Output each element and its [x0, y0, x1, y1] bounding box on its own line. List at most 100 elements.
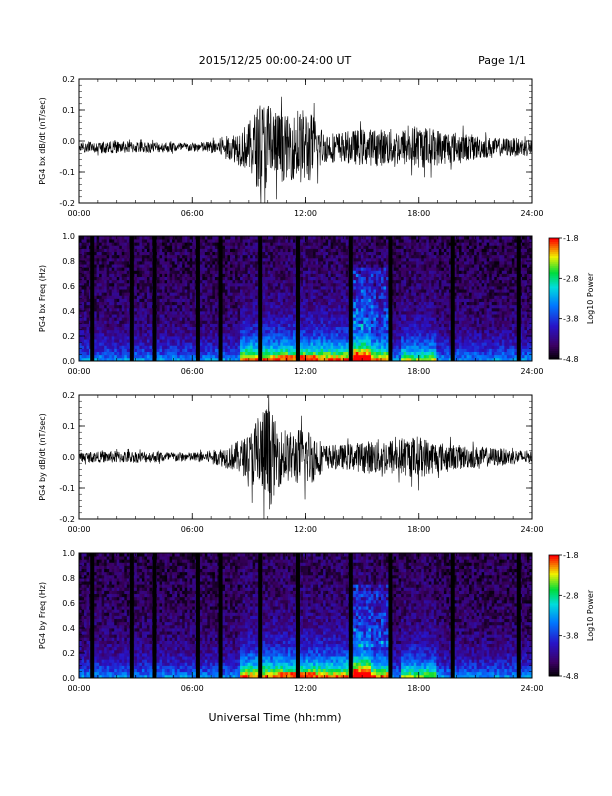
spectrogram-cell	[250, 339, 253, 343]
spectrogram-cell	[122, 292, 125, 296]
spectrogram-cell	[162, 311, 165, 315]
spectrogram-cell	[109, 277, 112, 281]
spectrogram-cell	[323, 345, 326, 349]
spectrogram-cell	[227, 258, 230, 262]
spectrogram-cell	[328, 352, 331, 356]
spectrogram-cell	[363, 302, 366, 306]
spectrogram-cell	[212, 289, 215, 293]
spectrogram-cell	[142, 339, 145, 343]
spectrogram-cell	[323, 255, 326, 259]
spectrogram-cell	[318, 270, 321, 274]
spectrogram-cell	[87, 320, 90, 324]
spectrogram-cell	[167, 249, 170, 253]
spectrogram-cell	[273, 249, 276, 253]
spectrogram-cell	[250, 249, 253, 253]
spectrogram-cell	[353, 245, 356, 249]
spectrogram-cell	[167, 292, 170, 296]
spectrogram-cell	[210, 308, 213, 312]
spectrogram-cell	[275, 299, 278, 303]
spectrogram-cell	[230, 239, 233, 243]
spectrogram-cell	[248, 314, 251, 318]
spectrogram-cell	[300, 270, 303, 274]
spectrogram-cell	[114, 324, 117, 328]
spectrogram-cell	[187, 302, 190, 306]
spectrogram-cell	[341, 295, 344, 299]
spectrogram-cell	[273, 342, 276, 346]
spectrogram-cell	[175, 289, 178, 293]
spectrogram-cell	[170, 261, 173, 265]
spectrogram-cell	[157, 258, 160, 262]
spectrogram-cell	[371, 336, 374, 340]
spectrogram-cell	[313, 336, 316, 340]
spectrogram-cell	[356, 333, 359, 337]
spectrogram-cell	[373, 252, 376, 256]
spectrogram-cell	[328, 249, 331, 253]
spectrogram-cell	[87, 274, 90, 278]
spectrogram-cell	[376, 345, 379, 349]
spectrogram-cell	[303, 336, 306, 340]
y-tick-label: -0.2	[59, 199, 75, 208]
spectrogram-cell	[124, 330, 127, 334]
spectrogram-cell	[285, 305, 288, 309]
spectrogram-cell	[134, 289, 137, 293]
spectrogram-cell	[306, 242, 309, 246]
spectrogram-cell	[200, 345, 203, 349]
spectrogram-cell	[210, 255, 213, 259]
spectrogram-cell	[328, 258, 331, 262]
spectrogram-cell	[227, 342, 230, 346]
spectrogram-cell	[172, 330, 175, 334]
spectrogram-cell	[323, 324, 326, 328]
spectrogram-cell	[250, 327, 253, 331]
spectrogram-cell	[227, 289, 230, 293]
spectrogram-cell	[373, 280, 376, 284]
spectrogram-cell	[94, 302, 97, 306]
spectrogram-cell	[107, 317, 110, 321]
spectrogram-cell	[275, 292, 278, 296]
spectrogram-cell	[343, 242, 346, 246]
spectrogram-cell	[378, 239, 381, 243]
spectrogram-cell	[323, 277, 326, 281]
spectrogram-cell	[303, 311, 306, 315]
spectrogram-cell	[82, 236, 85, 240]
spectrogram-cell	[185, 245, 188, 249]
spectrogram-cell	[182, 330, 185, 334]
spectrogram-cell	[139, 289, 142, 293]
spectrogram-cell	[185, 261, 188, 265]
spectrogram-cell	[207, 261, 210, 265]
spectrogram-cell	[215, 349, 218, 353]
spectrogram-cell	[245, 345, 248, 349]
spectrogram-cell	[185, 345, 188, 349]
spectrogram-cell	[114, 292, 117, 296]
spectrogram-cell	[114, 352, 117, 356]
spectrogram-cell	[248, 258, 251, 262]
spectrogram-cell	[263, 355, 266, 359]
spectrogram-cell	[240, 289, 243, 293]
spectrogram-cell	[238, 305, 241, 309]
spectrogram-cell	[275, 339, 278, 343]
spectrogram-cell	[177, 352, 180, 356]
spectrogram-cell	[175, 277, 178, 281]
spectrogram-cell	[94, 264, 97, 268]
spectrogram-cell	[104, 330, 107, 334]
spectrogram-cell	[87, 308, 90, 312]
spectrogram-cell	[124, 258, 127, 262]
spectrogram-cell	[225, 295, 228, 299]
spectrogram-cell	[288, 308, 291, 312]
spectrogram-cell	[313, 345, 316, 349]
spectrogram-cell	[346, 292, 349, 296]
spectrogram-cell	[275, 277, 278, 281]
spectrogram-cell	[328, 327, 331, 331]
spectrogram-cell	[311, 239, 314, 243]
spectrogram-cell	[353, 255, 356, 259]
spectrogram-cell	[346, 317, 349, 321]
spectrogram-cell	[333, 314, 336, 318]
spectrogram-cell	[210, 355, 213, 359]
spectrogram-cell	[285, 283, 288, 287]
spectrogram-cell	[222, 336, 225, 340]
spectrogram-cell	[225, 345, 228, 349]
spectrogram-cell	[117, 292, 120, 296]
spectrogram-cell	[112, 314, 115, 318]
spectrogram-cell	[311, 286, 314, 290]
spectrogram-cell	[311, 299, 314, 303]
spectrogram-cell	[346, 342, 349, 346]
